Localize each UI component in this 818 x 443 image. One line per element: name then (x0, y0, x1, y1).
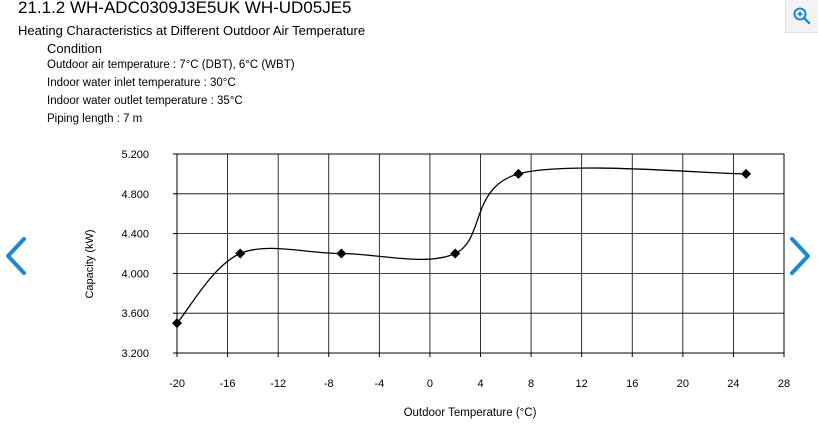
x-tick-label: -16 (220, 378, 236, 390)
x-tick-label: -8 (324, 378, 334, 390)
condition-inlet-temp: Indoor water inlet temperature : 30°C (47, 77, 236, 89)
document-heading: 21.1.2 WH-ADC0309J3E5UK WH-UD05JE5 (18, 0, 352, 17)
x-tick-label: 28 (778, 378, 790, 390)
x-axis-label: Outdoor Temperature (°C) (404, 407, 537, 419)
condition-outdoor-temp: Outdoor air temperature : 7°C (DBT), 6°C… (47, 59, 295, 71)
zoom-button[interactable] (785, 0, 818, 33)
series-line (176, 167, 747, 324)
y-tick-label: 4.400 (121, 229, 149, 241)
data-point-marker (513, 168, 524, 179)
zoom-in-icon (793, 7, 811, 25)
x-tick-label: -20 (169, 378, 185, 390)
condition-title: Condition (47, 41, 102, 56)
y-tick-label: 5.200 (121, 149, 149, 161)
data-point-marker (450, 248, 461, 259)
x-tick-label: 12 (576, 378, 588, 390)
previous-button[interactable] (2, 236, 28, 276)
chevron-left-icon (6, 237, 26, 275)
x-tick-label: 0 (427, 378, 433, 390)
chevron-right-icon (790, 237, 810, 275)
x-tick-label: -12 (270, 378, 286, 390)
y-tick-label: 4.000 (121, 268, 149, 280)
data-point-marker (235, 248, 246, 259)
x-tick-label: 16 (626, 378, 638, 390)
x-tick-label: 8 (528, 378, 534, 390)
data-point-marker (741, 168, 752, 179)
condition-piping-length: Piping length : 7 m (47, 113, 143, 125)
x-tick-label: 20 (677, 378, 689, 390)
chart-subtitle: Heating Characteristics at Different Out… (18, 23, 366, 38)
x-tick-label: 24 (727, 378, 739, 390)
y-tick-label: 4.800 (121, 189, 149, 201)
condition-outlet-temp: Indoor water outlet temperature : 35°C (47, 95, 243, 107)
y-tick-label: 3.600 (121, 308, 149, 320)
data-point-marker (172, 318, 182, 329)
x-tick-label: 4 (477, 378, 483, 390)
y-tick-label: 3.200 (121, 348, 149, 360)
x-tick-label: -4 (374, 378, 384, 390)
next-button[interactable] (788, 236, 814, 276)
y-axis-label: Capacity (kW) (84, 229, 96, 298)
data-point-marker (336, 248, 347, 259)
